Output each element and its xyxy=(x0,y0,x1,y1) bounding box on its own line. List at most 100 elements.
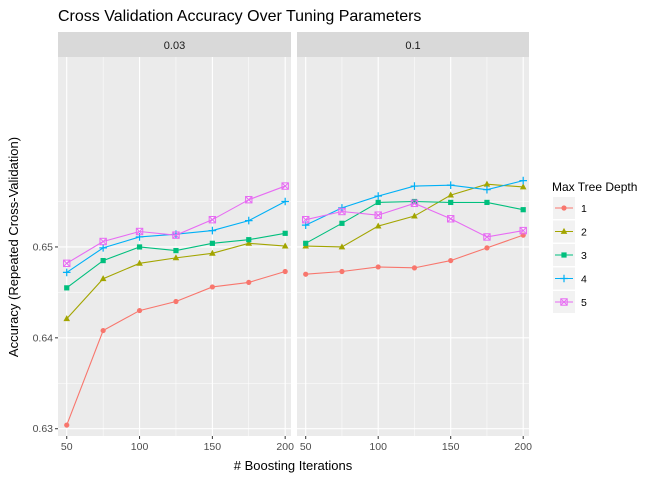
marker-square xyxy=(64,285,70,291)
data-point xyxy=(281,242,289,249)
legend-key-marker xyxy=(561,205,567,211)
legend-key-marker xyxy=(560,298,568,306)
marker-x xyxy=(483,233,491,241)
marker-box xyxy=(447,215,455,223)
legend-label: 4 xyxy=(581,274,587,286)
series-depth-1 xyxy=(303,232,526,277)
marker-plus xyxy=(62,268,71,277)
facet-strip-label: 0.1 xyxy=(405,40,420,52)
x-tick-label: 50 xyxy=(61,441,73,453)
marker-triangle xyxy=(519,183,527,190)
marker-triangle xyxy=(447,191,454,198)
marker-triangle xyxy=(63,315,71,322)
marker-circle xyxy=(411,265,418,271)
series-depth-3 xyxy=(303,198,526,246)
legend-label: 2 xyxy=(581,227,587,239)
marker-x xyxy=(208,216,216,224)
series-depth-5 xyxy=(302,199,527,241)
data-point xyxy=(63,259,71,268)
y-tick-label: 0.64 xyxy=(33,332,54,344)
marker-plus xyxy=(410,182,419,190)
x-tick-label: 50 xyxy=(300,441,312,453)
series-depth-5 xyxy=(63,182,289,268)
marker-x xyxy=(410,199,419,207)
x-axis-title: # Boosting Iterations xyxy=(234,458,353,473)
data-point xyxy=(411,212,418,219)
marker-circle xyxy=(136,307,143,314)
marker-square xyxy=(303,240,309,246)
data-point xyxy=(410,199,419,208)
data-point xyxy=(483,233,491,241)
data-point xyxy=(173,298,179,305)
marker-plus xyxy=(208,226,217,235)
data-point xyxy=(519,226,527,235)
data-point xyxy=(281,197,289,206)
x-tick-label: 100 xyxy=(369,441,387,453)
marker-box xyxy=(338,207,346,216)
data-point xyxy=(64,422,70,428)
data-point xyxy=(173,247,179,254)
marker-x xyxy=(172,231,180,239)
marker-circle xyxy=(448,257,454,264)
data-point xyxy=(375,264,381,270)
data-point xyxy=(172,231,180,239)
marker-triangle xyxy=(281,242,289,249)
marker-circle xyxy=(282,268,288,275)
marker-square xyxy=(561,252,567,258)
data-point xyxy=(411,265,418,271)
x-tick-label: 200 xyxy=(276,441,294,453)
x-tick-label: 150 xyxy=(442,441,460,453)
series-depth-2 xyxy=(63,239,289,322)
marker-circle xyxy=(246,279,252,286)
marker-triangle xyxy=(245,239,253,246)
marker-box xyxy=(302,215,310,224)
marker-box xyxy=(483,233,491,241)
x-tick-label: 200 xyxy=(514,441,532,453)
marker-x xyxy=(447,215,455,223)
marker-square xyxy=(520,207,526,213)
data-point xyxy=(410,182,419,190)
marker-plus xyxy=(446,181,455,189)
marker-plus xyxy=(374,192,382,200)
legend-item-3: 3 xyxy=(553,244,587,266)
marker-square xyxy=(209,240,215,246)
facet-strip xyxy=(297,32,529,57)
data-point xyxy=(209,284,215,290)
data-point xyxy=(282,268,288,275)
data-point xyxy=(447,191,454,198)
legend-item-1: 1 xyxy=(553,197,587,219)
data-point xyxy=(483,185,491,194)
data-point xyxy=(136,259,143,266)
marker-circle xyxy=(339,268,345,275)
facet-strip xyxy=(58,32,291,57)
marker-box xyxy=(99,237,107,246)
data-point xyxy=(448,199,454,206)
marker-triangle xyxy=(374,222,382,229)
data-point xyxy=(303,240,309,246)
data-point xyxy=(208,215,217,224)
x-tick-label: 150 xyxy=(204,441,222,453)
marker-circle xyxy=(173,298,179,305)
marker-triangle xyxy=(411,212,418,219)
marker-box xyxy=(135,227,144,236)
x-tick-label: 100 xyxy=(131,441,149,453)
data-point xyxy=(448,257,454,264)
marker-square xyxy=(246,237,252,243)
legend-item-2: 2 xyxy=(553,220,587,243)
facet-strip-label: 0.03 xyxy=(164,40,185,52)
marker-box xyxy=(374,211,382,219)
legend: Max Tree Depth 1 2 3 4 5 xyxy=(552,180,637,313)
marker-circle xyxy=(303,271,309,277)
marker-box xyxy=(172,231,180,239)
data-point xyxy=(338,207,346,216)
data-point xyxy=(339,268,345,275)
data-point xyxy=(99,275,107,282)
marker-square xyxy=(375,199,381,206)
marker-triangle xyxy=(99,275,107,282)
data-point xyxy=(339,220,345,226)
marker-circle xyxy=(561,205,567,211)
marker-square xyxy=(411,198,418,205)
series-depth-3 xyxy=(64,230,288,291)
data-point xyxy=(374,192,382,200)
